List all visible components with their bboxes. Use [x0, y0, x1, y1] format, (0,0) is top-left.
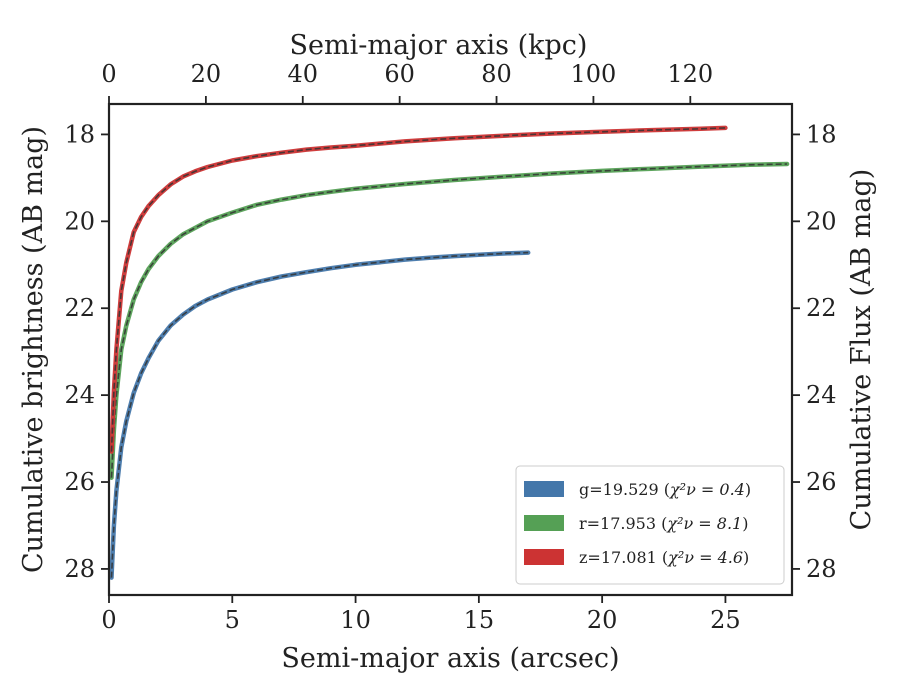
top-x-tick-label: 0	[101, 60, 116, 88]
y-tick-label: 28	[64, 555, 95, 583]
model-line-r	[110, 163, 788, 478]
model-line-z	[110, 127, 726, 452]
model-line-g	[110, 251, 529, 578]
legend: g=19.529 (χ²ν = 0.4) r=17.953 (χ²ν = 8.1)…	[515, 465, 785, 585]
x-tick-label: 25	[710, 606, 741, 634]
legend-box	[515, 465, 785, 585]
right-y-tick-label: 18	[806, 120, 837, 148]
x-tick-label: 15	[464, 606, 495, 634]
right-y-tick-label: 22	[806, 294, 837, 322]
y-axis-label: Cumulative brightness (AB mag)	[18, 126, 49, 573]
legend-entry-label: r=17.953 (χ²ν = 8.1)	[579, 514, 748, 533]
y-tick-label: 26	[64, 468, 95, 496]
legend-entry-label: g=19.529 (χ²ν = 0.4)	[579, 480, 751, 499]
y-tick-label: 24	[64, 381, 95, 409]
legend-swatch	[524, 481, 564, 497]
x-tick-label: 5	[225, 606, 240, 634]
top-x-tick-label: 20	[191, 60, 222, 88]
right-y-tick-label: 24	[806, 381, 837, 409]
y-tick-label: 18	[64, 120, 95, 148]
y-tick-label: 22	[64, 294, 95, 322]
legend-swatch	[524, 549, 564, 565]
right-y-tick-label: 20	[806, 207, 837, 235]
plot-marks	[109, 125, 790, 580]
x-tick-label: 10	[340, 606, 371, 634]
x-tick-label: 20	[587, 606, 618, 634]
y-tick-label: 20	[64, 207, 95, 235]
axis-ticks: 0 5 10 15 20 25 0 20 40 60 80 100 120 18 18 20 20 22 22 24 2…	[64, 60, 836, 634]
top-x-tick-label: 120	[667, 60, 713, 88]
legend-entry-label: z=17.081 (χ²ν = 4.6)	[579, 548, 749, 567]
right-y-tick-label: 28	[806, 555, 837, 583]
x-axis-label: Semi-major axis (arcsec)	[281, 643, 619, 674]
series-line-g	[109, 250, 531, 580]
top-x-axis-label: Semi-major axis (kpc)	[290, 30, 588, 61]
x-tick-label: 0	[101, 606, 116, 634]
legend-swatch	[524, 515, 564, 531]
right-y-axis-label: Cumulative Flux (AB mag)	[846, 169, 877, 531]
top-x-tick-label: 60	[384, 60, 415, 88]
right-y-tick-label: 26	[806, 468, 837, 496]
top-x-tick-label: 100	[571, 60, 617, 88]
plot-frame	[107, 102, 794, 597]
series-line-r	[109, 161, 790, 480]
top-x-tick-label: 80	[481, 60, 512, 88]
top-x-tick-label: 40	[287, 60, 318, 88]
series-line-z	[109, 125, 728, 454]
